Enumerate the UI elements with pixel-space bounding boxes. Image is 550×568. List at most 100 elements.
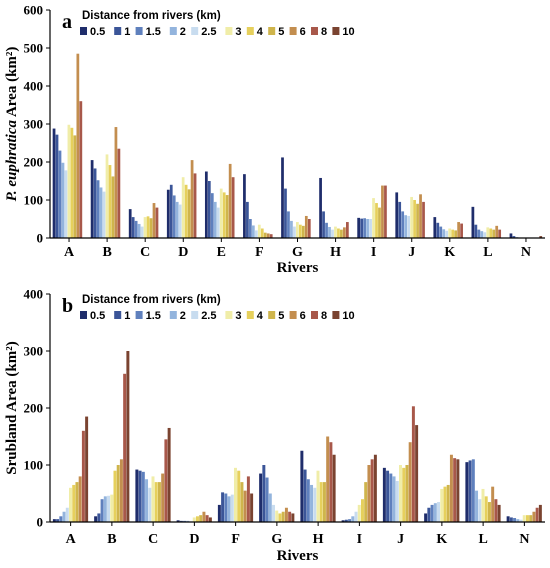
bar bbox=[249, 219, 252, 238]
bar bbox=[134, 220, 138, 238]
legend-entry: 5 bbox=[278, 310, 284, 322]
bar bbox=[454, 230, 458, 238]
y-tick-label: 200 bbox=[24, 401, 44, 416]
legend-swatch bbox=[114, 311, 122, 319]
y-tick-label: 200 bbox=[24, 155, 44, 170]
legend-entry: 6 bbox=[300, 26, 306, 38]
bar bbox=[222, 192, 226, 238]
bar bbox=[131, 217, 135, 238]
bar bbox=[372, 198, 375, 238]
bar bbox=[111, 176, 115, 238]
bar bbox=[456, 459, 460, 522]
legend-swatch bbox=[191, 311, 199, 319]
bar bbox=[290, 220, 293, 238]
legend-entry: 4 bbox=[257, 310, 264, 322]
x-tick-label: J bbox=[397, 532, 404, 547]
bar bbox=[52, 128, 56, 238]
bar bbox=[481, 488, 485, 522]
legend-swatch bbox=[332, 311, 340, 319]
bar bbox=[227, 496, 231, 522]
x-tick-label: F bbox=[231, 532, 240, 547]
bar bbox=[310, 484, 314, 522]
bar bbox=[278, 513, 282, 522]
bar bbox=[480, 231, 484, 238]
bar bbox=[477, 229, 481, 238]
bar bbox=[453, 458, 457, 522]
bar bbox=[344, 519, 348, 522]
bar bbox=[154, 482, 158, 522]
bar bbox=[199, 515, 203, 522]
legend-swatch bbox=[191, 27, 199, 35]
bar bbox=[272, 504, 276, 522]
legend-entry: 1 bbox=[124, 26, 130, 38]
bar bbox=[478, 499, 482, 522]
bar bbox=[284, 188, 287, 238]
bar bbox=[59, 516, 63, 522]
bar bbox=[213, 201, 217, 238]
bar bbox=[326, 436, 330, 522]
bar bbox=[395, 192, 399, 238]
bar bbox=[152, 203, 156, 238]
bar bbox=[366, 219, 369, 238]
bar bbox=[176, 520, 180, 522]
legend-swatch bbox=[169, 311, 177, 319]
legend-entry: 0.5 bbox=[90, 26, 105, 38]
bar bbox=[208, 517, 212, 522]
bar bbox=[329, 442, 333, 522]
legend-swatch bbox=[80, 311, 87, 319]
y-axis-label: P. euphratica Area (km²) bbox=[4, 47, 20, 202]
bar bbox=[331, 229, 334, 238]
bar bbox=[506, 516, 510, 522]
x-tick-label: N bbox=[521, 245, 531, 260]
bar bbox=[337, 228, 340, 238]
bar bbox=[172, 195, 176, 238]
chart-panel-a: a Distance from rivers (km) 0.5 1 1.5 2 2.5 3 4 5… bbox=[4, 3, 545, 276]
bar bbox=[269, 234, 273, 238]
x-tick-label: D bbox=[178, 245, 188, 260]
bar bbox=[210, 193, 214, 238]
legend-entry: 10 bbox=[342, 310, 354, 322]
bar bbox=[145, 479, 149, 522]
bar bbox=[399, 465, 402, 522]
x-tick-label: C bbox=[140, 245, 150, 260]
bar bbox=[439, 226, 443, 238]
legend-entry: 3 bbox=[235, 310, 241, 322]
bar bbox=[146, 216, 150, 238]
y-tick-label: 300 bbox=[24, 344, 44, 359]
bar bbox=[471, 206, 475, 238]
bar bbox=[437, 502, 441, 522]
bar bbox=[445, 230, 449, 238]
legend-entry: 1.5 bbox=[146, 310, 161, 322]
bar bbox=[110, 494, 114, 522]
bar bbox=[334, 226, 337, 238]
legend-swatch bbox=[246, 27, 254, 35]
x-tick-label: J bbox=[408, 245, 415, 260]
bar bbox=[319, 177, 322, 238]
legend-entry: 8 bbox=[321, 26, 327, 38]
bar bbox=[52, 519, 56, 522]
bar bbox=[184, 184, 188, 238]
bar bbox=[55, 134, 59, 238]
x-tick-label: A bbox=[66, 532, 77, 547]
bar bbox=[128, 209, 132, 238]
bar bbox=[516, 519, 520, 522]
bar bbox=[207, 181, 211, 238]
bar bbox=[492, 229, 496, 238]
bar bbox=[67, 124, 71, 238]
legend-entry: 1 bbox=[124, 310, 130, 322]
chart-panel-b: b Distance from rivers (km) 0.5 1 1.5 2 2.5 3 4 5… bbox=[4, 287, 545, 564]
legend-title: Distance from rivers (km) bbox=[82, 294, 221, 306]
bar bbox=[243, 174, 246, 238]
x-tick-label: B bbox=[107, 532, 116, 547]
bar bbox=[525, 515, 529, 522]
bar bbox=[357, 217, 361, 238]
bars bbox=[52, 351, 542, 522]
bar bbox=[539, 236, 543, 238]
bar bbox=[260, 228, 264, 238]
bar bbox=[443, 486, 447, 522]
bar bbox=[178, 204, 182, 238]
legend-entry: 3 bbox=[235, 26, 241, 38]
bar bbox=[369, 219, 372, 238]
bar bbox=[363, 218, 366, 238]
legend-entry: 6 bbox=[300, 310, 306, 322]
